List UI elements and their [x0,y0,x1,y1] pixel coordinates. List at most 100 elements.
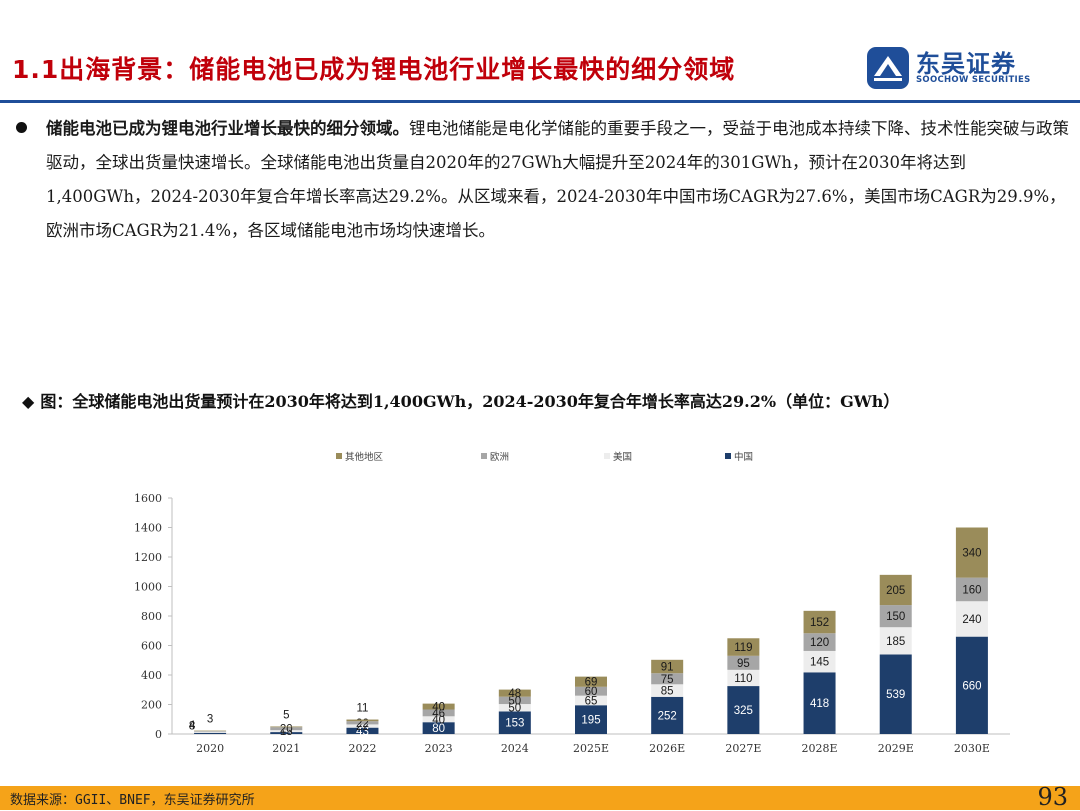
x-tick-label: 2021 [272,742,300,755]
legend-label: 其他地区 [345,451,384,463]
bar-value-label: 85 [661,686,674,698]
figure-title: ◆ 图：全球储能电池出货量预计在2030年将达到1,400GWh，2024-203… [22,388,899,412]
bar-value-label: 65 [585,695,598,707]
y-tick-label: 1400 [134,522,162,535]
bar-value-label: 91 [661,662,674,674]
bar-segment [803,650,836,673]
bar-segment [727,655,760,670]
legend-label: 美国 [613,451,632,463]
bar-segment [346,721,379,725]
x-tick-label: 2028E [802,742,838,755]
y-tick-label: 400 [141,669,162,682]
bar-value-label: 195 [581,715,600,727]
bar-segment [422,722,455,734]
bar-segment [651,684,684,697]
footer-bar [0,786,1080,810]
bar-segment [270,730,303,733]
bar-segment [498,689,531,697]
bar-value-label: 46 [432,708,445,720]
legend-swatch [336,453,342,459]
bar-segment [879,605,912,628]
page-number: 93 [1037,783,1068,811]
logo-chinese-name: 东吴证券 [916,50,1016,78]
bar-value-label: 145 [810,657,829,669]
x-tick-label: 2026E [649,742,685,755]
bar-value-label: 48 [508,688,521,700]
bar-segment [727,638,760,656]
bar-segment [575,705,607,734]
bar-value-label: 539 [886,689,905,701]
x-tick-label: 2022 [348,742,376,755]
bar-value-label: 20 [280,724,293,736]
bar-segment [651,696,684,734]
bar-segment [727,686,760,734]
bar-value-label: 11 [356,703,368,715]
bar-segment [270,732,303,734]
figure-title-text: 图：全球储能电池出货量预计在2030年将达到1,400GWh，2024-2030… [40,392,900,411]
legend-label: 中国 [734,451,753,463]
logo-english-name: SOOCHOW SECURITIES [916,75,1031,85]
bar-segment [955,527,988,578]
bar-value-label: 69 [585,677,598,689]
x-tick-label: 2023 [425,742,453,755]
y-tick-label: 600 [141,640,162,653]
bar-value-label: 60 [585,686,598,698]
bar-segment [575,676,607,687]
bar-segment [346,724,379,728]
bar-segment [346,727,379,734]
bullet-point [16,122,27,133]
bar-value-label: 185 [886,636,905,648]
bar-segment [422,709,455,717]
bar-segment [879,654,912,734]
bar-value-label: 152 [810,617,829,629]
bar-segment [955,636,988,734]
company-logo: 东吴证券 SOOCHOW SECURITIES [866,46,1036,90]
bar-segment [194,731,227,733]
legend-label: 欧洲 [490,451,509,463]
bar-segment [422,703,455,710]
bar-value-label: 205 [886,585,905,597]
bar-value-label: 40 [432,714,445,726]
bar-value-label: 110 [734,673,752,685]
header-divider [0,100,1080,103]
bar-segment [955,577,988,602]
bar-segment [803,633,836,651]
legend-swatch [604,453,610,459]
body-text: 锂电池储能是电化学储能的重要手段之一，受益于电池成本持续下降、技术性能突破与政策… [46,119,1069,240]
bold-lead: 储能电池已成为锂电池行业增长最快的细分领域。 [46,119,409,138]
bar-segment [498,711,531,734]
y-tick-label: 800 [141,610,162,623]
bar-value-label: 50 [508,695,521,707]
bar-segment [498,704,531,712]
x-tick-label: 2027E [725,742,761,755]
y-tick-label: 1200 [134,551,162,564]
bar-value-label: 119 [734,642,752,654]
bar-segment [651,659,684,674]
bar-value-label: 95 [737,658,750,670]
page-title: 1.1出海背景：储能电池已成为锂电池行业增长最快的细分领域 [12,55,736,84]
shipment-stacked-bar-chart: 0200400600800100012001400160088432020131… [134,451,1010,755]
bar-segment [270,727,303,731]
bar-value-label: 252 [658,710,677,722]
legend-swatch [725,453,731,459]
bar-value-label: 40 [432,702,445,714]
bar-segment [194,732,227,734]
y-tick-label: 1000 [134,581,162,594]
bar-value-label: 50 [508,703,521,715]
bar-segment [879,574,912,606]
bar-segment [346,719,379,722]
bar-value-label: 150 [886,611,905,623]
bar-segment [803,610,836,634]
x-tick-label: 2030E [954,742,990,755]
y-tick-label: 200 [141,699,162,712]
bar-value-label: 418 [810,698,829,710]
bar-segment [727,669,760,687]
bar-value-label: 5 [283,709,289,721]
x-tick-label: 2025E [573,742,609,755]
bar-value-label: 240 [962,614,981,626]
bar-value-label: 3 [207,714,213,726]
bar-value-label: 75 [661,674,674,686]
bar-segment [422,716,455,723]
bar-value-label: 160 [962,584,981,596]
x-tick-label: 2029E [878,742,914,755]
